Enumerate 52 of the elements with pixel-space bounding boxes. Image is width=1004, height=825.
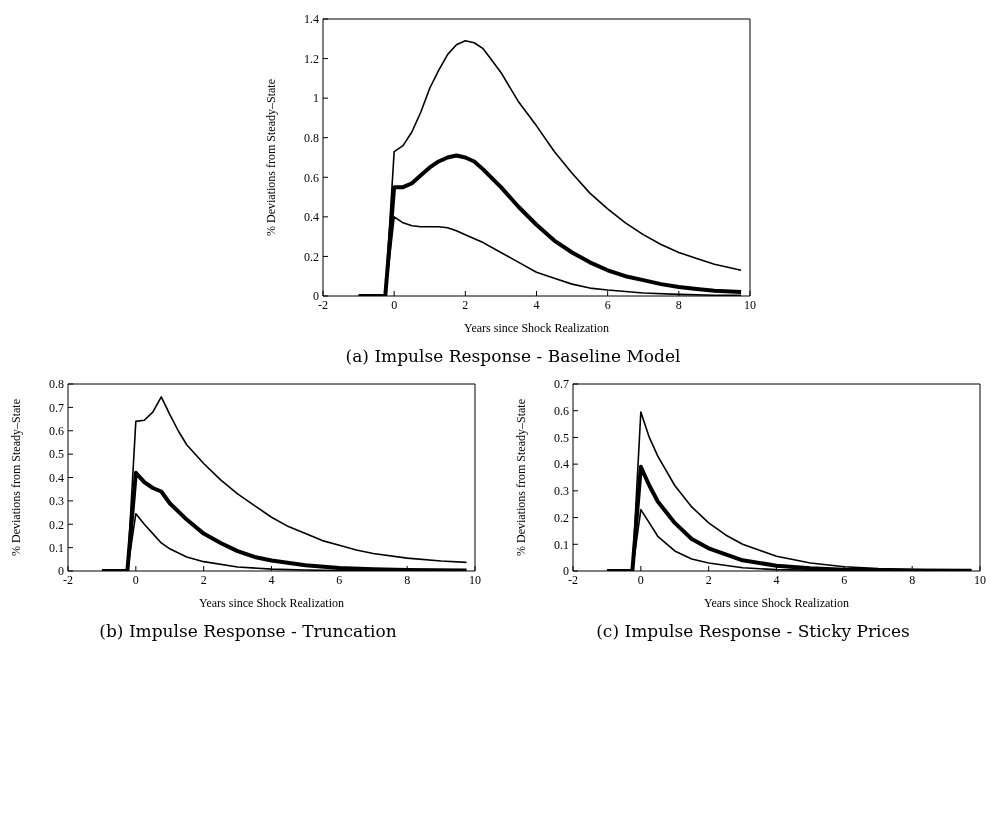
x-tick-label: -2: [318, 297, 328, 312]
y-tick-label: 0.1: [554, 537, 569, 552]
y-axis-title: % Deviations from Steady–State: [264, 79, 279, 236]
x-tick-label: 8: [675, 297, 682, 312]
y-tick-label: 1.2: [304, 51, 319, 66]
x-tick-label: 6: [604, 297, 611, 312]
text: (a) Impulse Response - Baseline Model: [344, 346, 682, 366]
x-axis-title: Years since Shock Realization: [703, 596, 850, 610]
y-tick-label: 0.2: [554, 510, 569, 525]
x-tick-label: -2: [568, 572, 578, 587]
y-tick-label: 0.7: [554, 377, 569, 392]
y-tick-label: 0.1: [49, 540, 64, 555]
x-tick-label: 6: [336, 572, 343, 587]
x-tick-label: 0: [391, 297, 398, 312]
y-tick-label: 0.6: [49, 424, 64, 439]
x-tick-label: 4: [268, 572, 275, 587]
y-tick-label: 0.6: [304, 170, 319, 185]
y-tick-label: 0.8: [49, 377, 64, 392]
y-tick-label: 0.5: [49, 447, 64, 462]
y-tick-label: 0.7: [49, 400, 64, 415]
y-axis-title: % Deviations from Steady–State: [9, 399, 24, 556]
y-tick-label: 1.4: [304, 12, 319, 27]
x-tick-label: 0: [637, 572, 644, 587]
y-tick-label: 1: [313, 91, 319, 106]
y-tick-label: 0.2: [49, 517, 64, 532]
x-tick-label: 0: [132, 572, 139, 587]
x-tick-label: 2: [705, 572, 712, 587]
y-tick-label: 0.4: [304, 210, 319, 225]
text: (b) Impulse Response - Truncation: [98, 621, 398, 641]
y-tick-label: 0.3: [554, 484, 569, 499]
x-tick-label: 4: [773, 572, 780, 587]
x-tick-label: 10: [469, 572, 481, 587]
x-tick-label: 10: [744, 297, 756, 312]
x-tick-label: -2: [63, 572, 73, 587]
x-tick-label: 8: [404, 572, 411, 587]
y-tick-label: 0.2: [304, 249, 319, 264]
x-tick-label: 10: [974, 572, 986, 587]
x-axis-title: Years since Shock Realization: [198, 596, 345, 610]
x-axis-title: Years since Shock Realization: [463, 321, 610, 335]
y-tick-label: 0.5: [554, 430, 569, 445]
y-tick-label: 0.8: [304, 130, 319, 145]
text: (c) Impulse Response - Sticky Prices: [595, 621, 911, 641]
y-tick-label: 0.6: [554, 403, 569, 418]
x-tick-label: 8: [909, 572, 916, 587]
x-tick-label: 2: [200, 572, 207, 587]
y-axis-title: % Deviations from Steady–State: [514, 399, 529, 556]
x-tick-label: 4: [533, 297, 540, 312]
y-tick-label: 0.4: [49, 470, 64, 485]
x-tick-label: 6: [841, 572, 848, 587]
x-tick-label: 2: [462, 297, 469, 312]
y-tick-label: 0.3: [49, 494, 64, 509]
y-tick-label: 0.4: [554, 457, 569, 472]
